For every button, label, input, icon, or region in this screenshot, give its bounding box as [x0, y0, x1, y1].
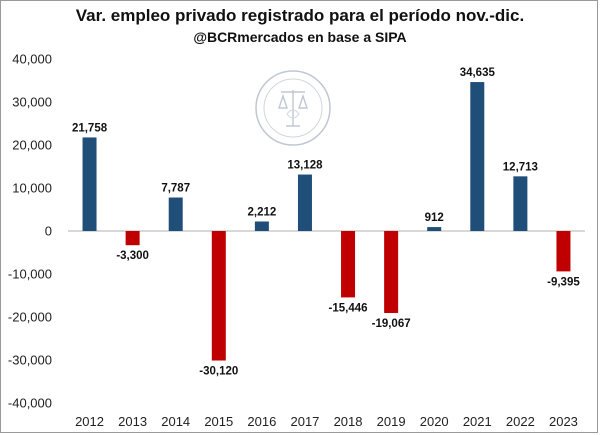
data-label-2017: 13,128	[287, 160, 323, 172]
bar-2013	[125, 231, 140, 246]
data-label-2015: -30,120	[199, 366, 238, 378]
data-label-2016: 2,212	[247, 206, 276, 218]
bar-2022	[513, 176, 528, 231]
y-tick-label: 30,000	[12, 95, 52, 110]
x-tick-label: 2016	[247, 414, 276, 429]
bar-2021	[470, 82, 485, 231]
x-tick-label: 2023	[549, 414, 578, 429]
bar-2023	[556, 231, 571, 272]
y-tick-label: -30,000	[8, 353, 52, 368]
data-label-2023: -9,395	[547, 276, 580, 288]
y-tick-label: 0	[45, 224, 52, 239]
data-label-2021: 34,635	[460, 67, 496, 79]
bar-2014	[168, 197, 183, 231]
y-tick-label: -40,000	[8, 396, 52, 411]
bar-2019	[384, 231, 399, 313]
data-label-2020: 912	[425, 212, 444, 224]
bar-2015	[211, 231, 226, 361]
data-label-2022: 12,713	[503, 161, 538, 173]
bcr-seal-watermark	[255, 70, 331, 146]
y-tick-label: -20,000	[8, 310, 52, 325]
chart-subtitle: @BCRmercados en base a SIPA	[193, 29, 407, 45]
bar-2018	[341, 231, 356, 298]
x-tick-label: 2015	[204, 414, 233, 429]
y-tick-label: 40,000	[12, 52, 52, 67]
chart-title: Var. empleo privado registrado para el p…	[75, 6, 525, 25]
x-tick-label: 2013	[118, 414, 147, 429]
bar-2017	[297, 174, 312, 231]
bar-2016	[254, 221, 269, 231]
data-label-2019: -19,067	[372, 318, 411, 330]
x-tick-label: 2017	[290, 414, 319, 429]
bar-2020	[427, 227, 442, 231]
x-tick-label: 2014	[161, 414, 190, 429]
x-tick-label: 2020	[420, 414, 449, 429]
data-label-2018: -15,446	[329, 302, 368, 314]
data-label-2013: -3,300	[116, 250, 149, 262]
y-tick-label: 10,000	[12, 181, 52, 196]
y-tick-label: -10,000	[8, 267, 52, 282]
data-label-2014: 7,787	[161, 183, 190, 195]
data-label-2012: 21,758	[72, 122, 108, 134]
x-tick-label: 2021	[463, 414, 492, 429]
y-tick-label: 20,000	[12, 138, 52, 153]
x-tick-label: 2022	[506, 414, 535, 429]
x-tick-label: 2012	[75, 414, 104, 429]
x-tick-label: 2018	[334, 414, 363, 429]
x-tick-label: 2019	[377, 414, 406, 429]
bar-2012	[82, 137, 97, 231]
